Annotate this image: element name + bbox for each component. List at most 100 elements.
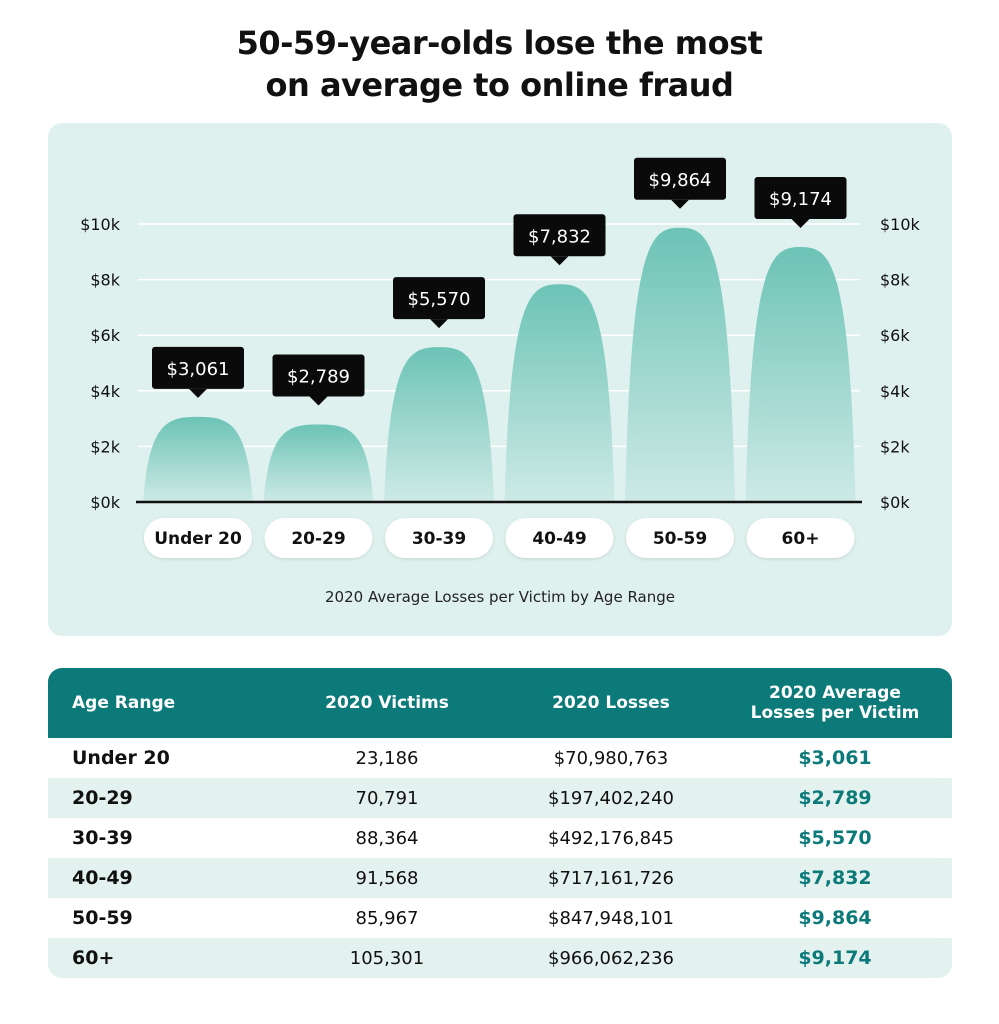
x-tick-label: 50-59 — [653, 529, 707, 549]
callout-pointer — [791, 218, 810, 228]
table-row: 40-49 91,568 $717,161,726 $7,832 — [48, 858, 952, 898]
cell-age: 30-39 — [72, 827, 133, 849]
cell-victims: 70,791 — [355, 787, 419, 809]
cell-average: $9,864 — [798, 907, 872, 929]
cell-average: $3,061 — [798, 747, 872, 769]
category-pill-bg — [264, 518, 373, 558]
header-losses: 2020 Losses — [552, 693, 670, 713]
callout-pointer — [550, 256, 569, 266]
bar — [625, 227, 735, 502]
cell-victims: 85,967 — [355, 907, 419, 929]
cell-age: 20-29 — [72, 787, 133, 809]
y-tick-label-left: $4k — [90, 382, 120, 401]
cell-losses: $717,161,726 — [548, 867, 674, 889]
cell-victims: 91,568 — [355, 867, 419, 889]
bar — [384, 347, 494, 502]
data-label: $9,864 — [649, 170, 712, 191]
y-tick-label-left: $8k — [90, 271, 120, 290]
category-pill-bg — [746, 518, 855, 558]
data-label: $5,570 — [408, 289, 471, 310]
callout-pointer — [309, 396, 328, 406]
data-table: Age Range 2020 Victims 2020 Losses 2020 … — [48, 668, 952, 978]
cell-losses: $492,176,845 — [548, 827, 674, 849]
chart-panel: $0k $0k $2k $2k $4k $4k $6k $6k $8k $8k $10k $10k $… — [48, 123, 952, 636]
x-tick-label: 40-49 — [532, 529, 586, 549]
category-pill: 60+ — [746, 518, 855, 558]
cell-average: $5,570 — [798, 827, 872, 849]
callout-pointer — [189, 388, 207, 398]
data-label: $2,789 — [287, 366, 350, 387]
value-callout: $5,570 — [393, 277, 485, 329]
callout-box — [393, 277, 485, 320]
x-tick-label: 30-39 — [412, 529, 466, 549]
callout-pointer — [671, 199, 689, 209]
category-pill-bg — [144, 518, 252, 558]
data-label: $3,061 — [167, 359, 230, 380]
table-row: 60+ 105,301 $966,062,236 $9,174 — [48, 938, 952, 978]
bar — [504, 284, 615, 502]
title-line-2: on average to online fraud — [265, 66, 734, 104]
bar — [143, 416, 253, 502]
cell-age: 50-59 — [72, 907, 133, 929]
category-pill: 30-39 — [385, 518, 493, 558]
cell-age: 40-49 — [72, 867, 133, 889]
table-header-row: Age Range 2020 Victims 2020 Losses 2020 … — [48, 668, 952, 738]
header-average-losses: 2020 Average Losses per Victim — [718, 683, 952, 723]
category-pill-bg — [626, 518, 734, 558]
callout-box — [634, 157, 726, 200]
value-callout: $3,061 — [152, 346, 244, 398]
cell-average: $7,832 — [798, 867, 872, 889]
y-tick-label-right: $0k — [880, 493, 910, 512]
cell-age: 60+ — [72, 947, 115, 969]
category-pill-bg — [385, 518, 493, 558]
header-victims: 2020 Victims — [325, 693, 449, 713]
category-pill-bg — [505, 518, 614, 558]
chart-title: 50-59-year-olds lose the most on average… — [0, 22, 999, 106]
table-row: 50-59 85,967 $847,948,101 $9,864 — [48, 898, 952, 938]
cell-average: $9,174 — [798, 947, 872, 969]
value-callout: $9,174 — [754, 176, 847, 228]
x-tick-label: 60+ — [782, 529, 820, 549]
x-tick-label: 20-29 — [291, 529, 345, 549]
y-tick-label-right: $2k — [880, 437, 910, 456]
y-tick-label-right: $4k — [880, 382, 910, 401]
cell-age: Under 20 — [72, 747, 170, 769]
x-tick-label: Under 20 — [154, 529, 242, 549]
bar — [745, 246, 856, 502]
header-age-range: Age Range — [72, 693, 176, 713]
value-callout: $9,864 — [634, 157, 726, 209]
cell-victims: 105,301 — [349, 947, 425, 969]
cell-losses: $847,948,101 — [548, 907, 674, 929]
cell-losses: $966,062,236 — [548, 947, 674, 969]
category-pill: 50-59 — [626, 518, 734, 558]
callout-box — [152, 346, 244, 389]
y-tick-label-right: $6k — [880, 326, 910, 345]
cell-average: $2,789 — [798, 787, 872, 809]
cell-victims: 88,364 — [355, 827, 419, 849]
bar-chart: $0k $0k $2k $2k $4k $4k $6k $6k $8k $8k $10k $10k $… — [80, 157, 921, 558]
category-pill: Under 20 — [144, 518, 252, 558]
value-callout: $2,789 — [272, 354, 365, 406]
category-pill: 40-49 — [505, 518, 614, 558]
y-tick-label-left: $10k — [80, 215, 121, 234]
bar — [263, 424, 374, 502]
table-row: Under 20 23,186 $70,980,763 $3,061 — [48, 738, 952, 778]
table-row: 30-39 88,364 $492,176,845 $5,570 — [48, 818, 952, 858]
callout-box — [272, 354, 365, 397]
data-label: $9,174 — [769, 189, 832, 210]
callout-pointer — [430, 319, 448, 329]
category-pill: 20-29 — [264, 518, 373, 558]
y-tick-label-left: $6k — [90, 326, 120, 345]
title-line-1: 50-59-year-olds lose the most — [236, 24, 763, 62]
data-label: $7,832 — [528, 226, 591, 247]
value-callout: $7,832 — [513, 214, 606, 266]
callout-box — [513, 214, 606, 257]
callout-box — [754, 176, 847, 219]
y-tick-label-left: $0k — [90, 493, 120, 512]
y-tick-label-right: $10k — [880, 215, 921, 234]
cell-victims: 23,186 — [355, 747, 419, 769]
cell-losses: $197,402,240 — [548, 787, 674, 809]
cell-losses: $70,980,763 — [553, 747, 669, 769]
y-tick-label-left: $2k — [90, 437, 120, 456]
chart-caption: 2020 Average Losses per Victim by Age Ra… — [325, 588, 675, 606]
